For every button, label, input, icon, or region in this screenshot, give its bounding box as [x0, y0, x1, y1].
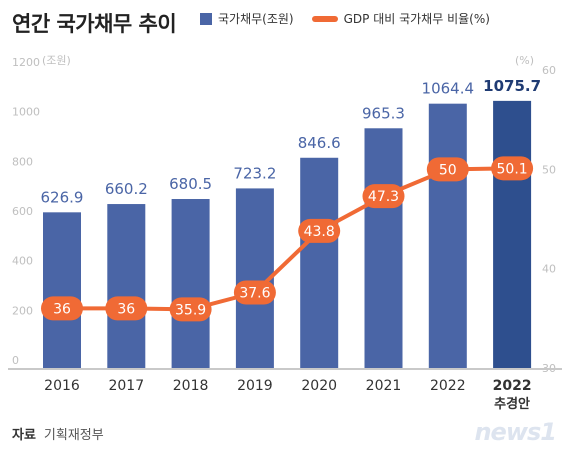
- ratio-marker-7: [491, 156, 534, 181]
- chart-title: 연간 국가채무 추이: [12, 12, 177, 36]
- ratio-label-4: 43.8: [304, 224, 335, 240]
- x-tick-2: 2018: [173, 378, 209, 394]
- legend-line-swatch: [311, 15, 338, 22]
- ratio-label-2: 35.9: [175, 302, 206, 318]
- bar-label-7: 1075.7: [483, 77, 541, 95]
- ratio-marker-6: [426, 157, 469, 182]
- x-tick-7: 2022: [493, 378, 532, 394]
- ratio-marker-2: [169, 297, 212, 322]
- left-axis-tick-6: 1200: [12, 56, 40, 69]
- left-axis-tick-1: 200: [12, 304, 33, 317]
- bar-7: [493, 100, 532, 369]
- ratio-label-6: 50: [439, 162, 457, 178]
- left-axis-tick-0: 0: [12, 354, 19, 367]
- legend-bar-label: 국가채무(조원): [218, 12, 294, 26]
- legend-bar-swatch: [200, 12, 212, 25]
- x-tick-1: 2017: [108, 378, 144, 394]
- news1-logo: news1: [474, 418, 557, 446]
- bar-label-0: 626.9: [41, 188, 84, 206]
- x-tick-4: 2020: [301, 378, 337, 394]
- right-axis-unit: (%): [515, 54, 534, 67]
- left-axis-tick-4: 800: [12, 155, 33, 168]
- bar-5: [364, 128, 403, 368]
- bar-label-4: 846.6: [298, 134, 341, 152]
- x-tick-note-7: 추경안: [494, 396, 530, 412]
- legend-line-label: GDP 대비 국가채무 비율(%): [343, 12, 490, 26]
- ratio-label-1: 36: [117, 301, 135, 317]
- legend-item-line: GDP 대비 국가채무 비율(%): [311, 10, 490, 27]
- ratio-marker-4: [298, 218, 341, 243]
- ratio-label-3: 37.6: [239, 286, 270, 302]
- ratio-label-5: 47.3: [368, 189, 399, 205]
- bar-6: [428, 103, 467, 368]
- ratio-label-7: 50.1: [497, 161, 528, 177]
- ratio-label-0: 36: [53, 301, 71, 317]
- x-tick-6: 2022: [430, 378, 466, 394]
- bar-2: [171, 199, 210, 368]
- ratio-marker-3: [233, 280, 276, 305]
- x-tick-3: 2019: [237, 378, 273, 394]
- left-axis-unit: (조원): [42, 54, 71, 67]
- x-tick-0: 2016: [44, 378, 80, 394]
- bar-label-6: 1064.4: [422, 80, 475, 98]
- x-axis-baseline: [8, 368, 562, 370]
- ratio-marker-0: [41, 296, 83, 321]
- bar-label-3: 723.2: [233, 164, 276, 182]
- source-value: 기획재정부: [43, 428, 104, 443]
- x-tick-5: 2021: [366, 378, 402, 394]
- legend-item-bar: 국가채무(조원): [200, 10, 294, 27]
- ratio-marker-5: [362, 184, 405, 209]
- bar-label-1: 660.2: [105, 180, 148, 198]
- bar-4: [300, 157, 339, 368]
- bar-label-2: 680.5: [169, 175, 212, 193]
- bar-label-5: 965.3: [362, 104, 405, 122]
- legend: 국가채무(조원) GDP 대비 국가채무 비율(%): [200, 10, 490, 27]
- bar-1: [107, 204, 146, 368]
- source-note: 자료 기획재정부: [12, 424, 104, 443]
- bar-0: [43, 212, 81, 368]
- right-axis-tick-2: 50: [542, 163, 556, 176]
- left-axis-tick-2: 400: [12, 255, 33, 268]
- source-key: 자료: [12, 428, 36, 443]
- left-axis-tick-5: 1000: [12, 106, 40, 119]
- left-axis-tick-3: 600: [12, 205, 33, 218]
- right-axis-tick-1: 40: [542, 263, 556, 276]
- right-axis-tick-3: 60: [542, 64, 556, 77]
- ratio-marker-1: [105, 296, 148, 321]
